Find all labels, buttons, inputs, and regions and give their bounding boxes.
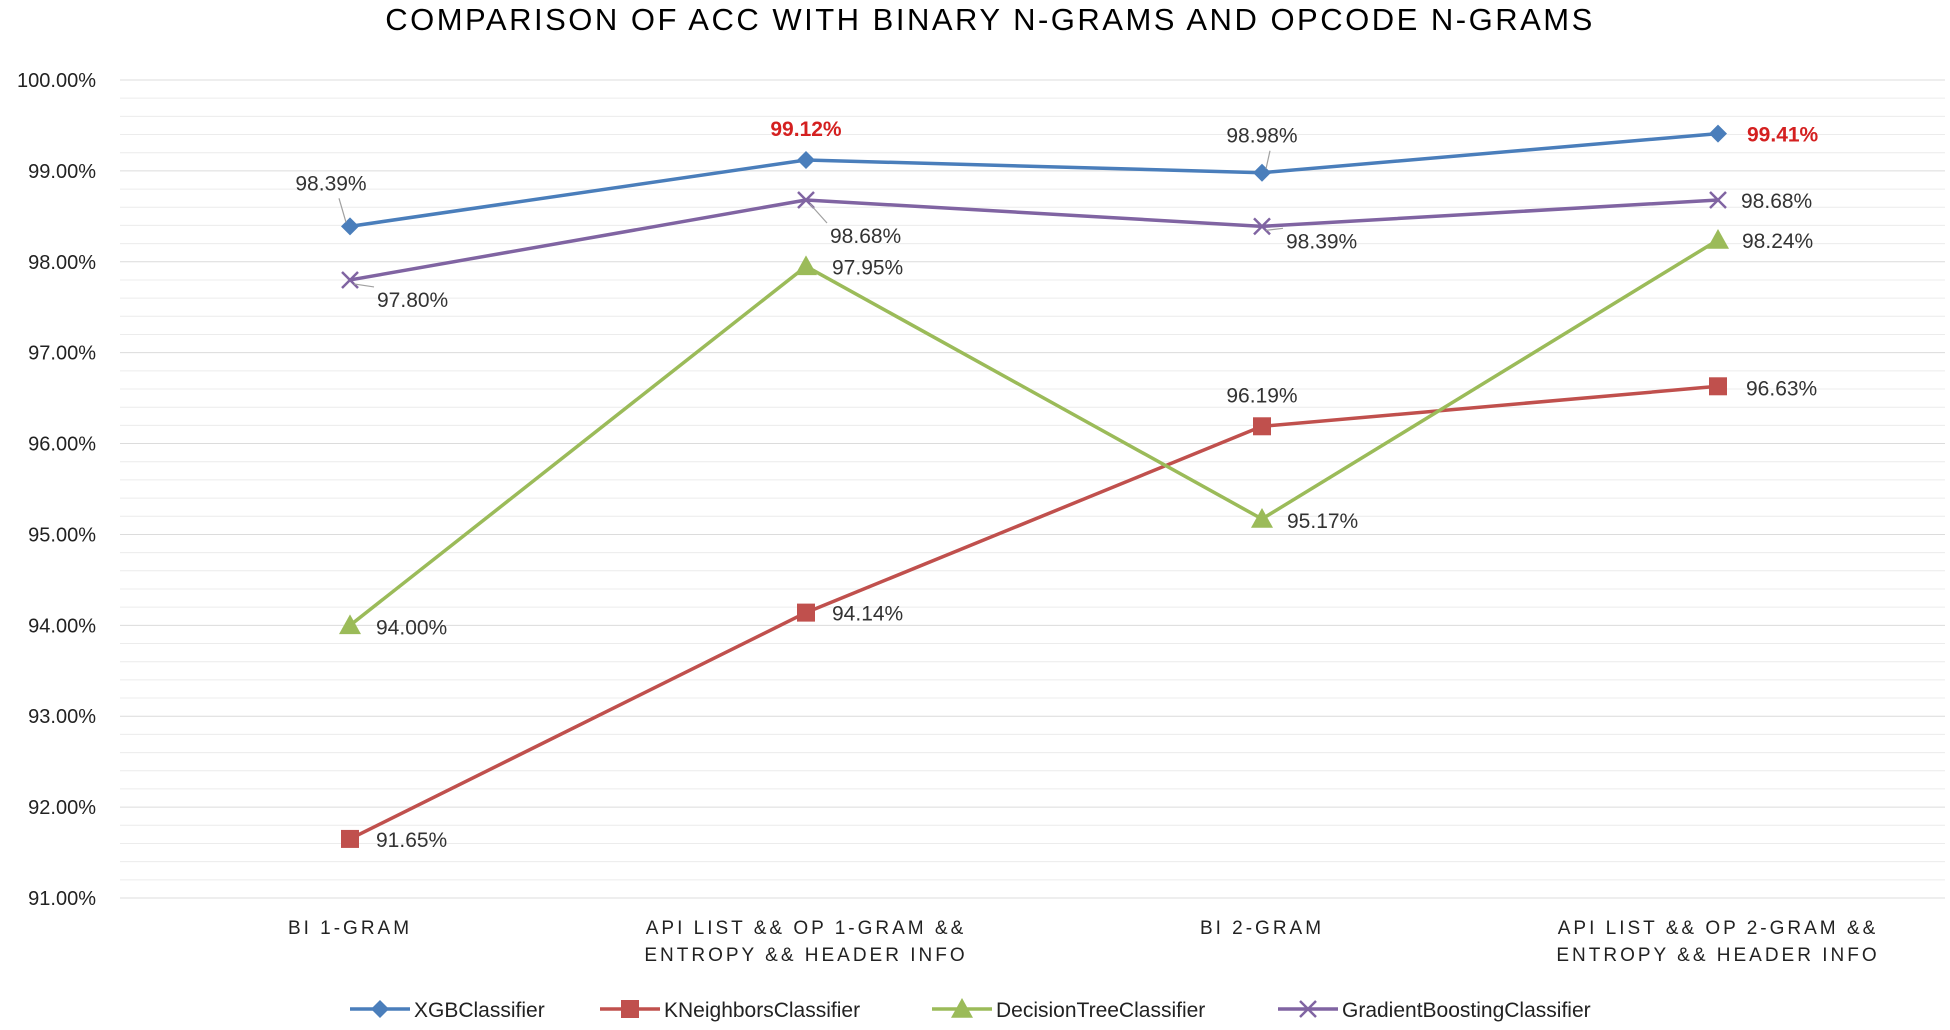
y-tick-label: 94.00% [28, 615, 96, 637]
data-label-gradientboostingclassifier: 98.68% [830, 225, 901, 248]
data-label-gradientboostingclassifier: 98.68% [1741, 190, 1812, 213]
data-labels: 98.39% 99.12% 98.98% 99.41% 91.65% 94.14% 96.1… [295, 118, 1818, 852]
y-tick-label: 93.00% [28, 706, 96, 728]
x-tick-label: API LIST && OP 2-GRAM && [1558, 918, 1879, 939]
legend-item-decisiontreeclassifier: DecisionTreeClassifier [932, 998, 1205, 1022]
data-label-decisiontreeclassifier: 97.95% [832, 256, 903, 279]
x-tick-label: BI 1-GRAM [288, 918, 412, 939]
data-point-decisiontreeclassifier [1707, 228, 1729, 249]
label-leader-line [338, 198, 347, 223]
gridlines [120, 79, 1945, 899]
data-point-gradientboostingclassifier [341, 271, 359, 289]
data-point-xgbclassifier [1253, 163, 1271, 182]
legend-item-gradientboostingclassifier: GradientBoostingClassifier [1278, 999, 1591, 1022]
y-tick-label: 91.00% [28, 888, 96, 910]
legend-item-xgbclassifier: XGBClassifier [350, 999, 545, 1022]
series-line-gradientboostingclassifier [349, 198, 1719, 282]
data-label-decisiontreeclassifier: 95.17% [1287, 510, 1358, 533]
series-line-kneighborsclassifier [349, 384, 1719, 841]
legend-label: XGBClassifier [414, 999, 545, 1022]
x-axis-ticks: BI 1-GRAM API LIST && OP 1-GRAM && ENTROPY… [288, 918, 1879, 966]
series-line-decisiontreeclassifier [348, 238, 1719, 627]
data-point-kneighborsclassifier [1253, 417, 1271, 436]
x-tick-label: ENTROPY && HEADER INFO [644, 945, 967, 966]
data-label-xgbclassifier: 99.41% [1747, 124, 1819, 147]
series-lines [339, 124, 1729, 848]
y-tick-label: 98.00% [28, 252, 96, 274]
data-label-gradientboostingclassifier: 97.80% [377, 289, 448, 312]
chart-title: COMPARISON OF ACC WITH BINARY N-GRAMS AN… [385, 2, 1595, 37]
data-point-gradientboostingclassifier [1709, 191, 1727, 209]
data-label-kneighborsclassifier: 94.14% [832, 603, 903, 626]
legend-marker [621, 1000, 639, 1018]
legend-marker [1299, 1000, 1317, 1018]
legend-marker [371, 1000, 389, 1018]
x-tick-label: API LIST && OP 1-GRAM && [646, 918, 967, 939]
data-point-gradientboostingclassifier [1253, 217, 1271, 236]
data-point-kneighborsclassifier [797, 603, 815, 622]
series-line-xgbclassifier [349, 131, 1719, 229]
legend-marker [951, 998, 973, 1018]
data-label-xgbclassifier: 98.39% [295, 172, 366, 195]
data-point-xgbclassifier [1709, 124, 1727, 143]
data-label-decisiontreeclassifier: 98.24% [1742, 230, 1813, 253]
data-label-kneighborsclassifier: 96.63% [1746, 377, 1817, 400]
y-tick-label: 99.00% [28, 161, 96, 183]
data-point-kneighborsclassifier [341, 829, 359, 848]
data-point-decisiontreeclassifier [339, 614, 361, 635]
legend-label: GradientBoostingClassifier [1342, 999, 1591, 1022]
y-tick-label: 100.00% [17, 70, 96, 92]
y-tick-label: 95.00% [28, 524, 96, 546]
data-point-kneighborsclassifier [1709, 377, 1727, 396]
data-point-xgbclassifier [797, 150, 815, 169]
y-tick-label: 92.00% [28, 797, 96, 819]
legend-label: DecisionTreeClassifier [996, 999, 1205, 1022]
y-tick-label: 97.00% [28, 343, 96, 365]
y-tick-label: 96.00% [28, 434, 96, 456]
data-point-decisiontreeclassifier [1251, 507, 1273, 528]
data-label-decisiontreeclassifier: 94.00% [376, 616, 447, 639]
label-leader-line [1265, 150, 1271, 169]
x-tick-label: BI 2-GRAM [1200, 918, 1324, 939]
data-point-xgbclassifier [341, 217, 359, 236]
data-label-kneighborsclassifier: 96.19% [1226, 384, 1297, 407]
label-leader-line [353, 283, 375, 288]
x-tick-label: ENTROPY && HEADER INFO [1556, 945, 1879, 966]
y-axis-ticks: 91.00% 92.00% 93.00% 94.00% 95.00% 96.00% 97.0… [17, 70, 96, 910]
legend-item-kneighborsclassifier: KNeighborsClassifier [600, 999, 860, 1022]
legend: XGBClassifier KNeighborsClassifier Decisio… [350, 998, 1591, 1022]
data-point-decisiontreeclassifier [795, 255, 817, 276]
data-label-gradientboostingclassifier: 98.39% [1286, 230, 1357, 253]
label-leader-line [809, 203, 828, 224]
data-label-kneighborsclassifier: 91.65% [376, 829, 447, 852]
legend-label: KNeighborsClassifier [664, 999, 860, 1022]
label-leader-line [1265, 227, 1284, 231]
data-label-xgbclassifier: 99.12% [770, 118, 842, 141]
data-label-xgbclassifier: 98.98% [1226, 125, 1297, 148]
